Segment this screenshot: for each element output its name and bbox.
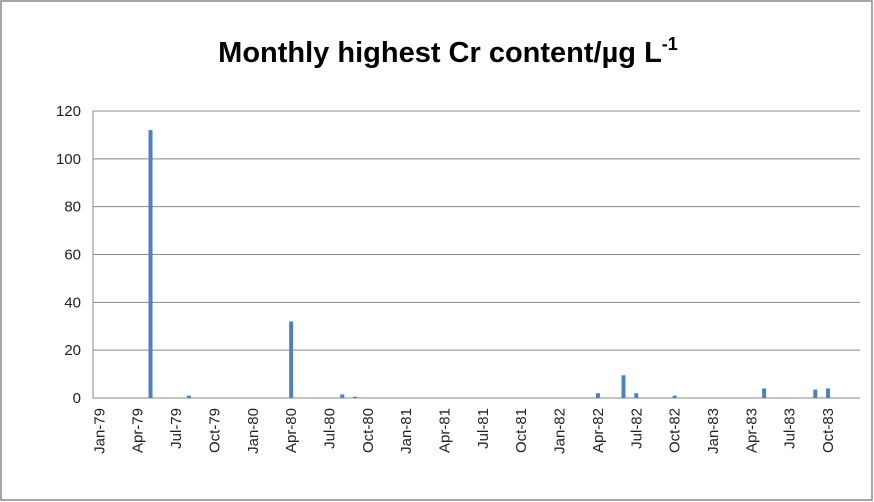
bar: [826, 388, 831, 398]
x-tick-label: Jul-81: [475, 408, 492, 449]
bar: [621, 375, 626, 398]
x-tick-label: Apr-81: [437, 408, 454, 453]
bar: [340, 394, 345, 398]
x-tick-label: Apr-82: [590, 408, 607, 453]
x-tick-label: Jul-82: [628, 408, 645, 449]
bar: [634, 393, 639, 398]
x-tick-label: Jul-80: [321, 408, 338, 449]
x-tick-label: Oct-79: [206, 408, 223, 453]
bar: [148, 130, 153, 398]
x-tick-label: Oct-83: [820, 408, 837, 453]
x-tick-label: Oct-81: [513, 408, 530, 453]
x-tick-label: Oct-80: [360, 408, 377, 453]
title-text: Monthly highest Cr content/µg L: [218, 37, 662, 69]
chart-title: Monthly highest Cr content/µg L-1: [218, 34, 678, 69]
y-tick-label: 80: [64, 199, 81, 216]
y-tick-label: 20: [64, 342, 81, 359]
x-tick-label: Jan-82: [552, 408, 569, 454]
y-tick-label: 40: [64, 294, 81, 311]
x-tick-label: Apr-79: [130, 408, 147, 453]
bar: [595, 393, 600, 398]
bar: [813, 389, 818, 398]
bar: [762, 388, 767, 398]
bar: [186, 395, 191, 398]
bar: [289, 321, 294, 398]
title-superscript: -1: [662, 34, 678, 54]
y-tick-label: 120: [56, 103, 81, 120]
bar: [672, 395, 677, 398]
bar: [353, 396, 358, 398]
x-tick-label: Oct-82: [667, 408, 684, 453]
y-tick-label: 0: [73, 390, 81, 407]
x-tick-label: Jul-83: [782, 408, 799, 449]
x-tick-label: Apr-80: [283, 408, 300, 453]
x-tick-label: Jul-79: [168, 408, 185, 449]
y-tick-label: 100: [56, 151, 81, 168]
y-tick-label: 60: [64, 247, 81, 264]
x-tick-label: Jan-80: [245, 408, 262, 454]
x-tick-label: Jan-79: [91, 408, 108, 454]
x-tick-label: Jan-83: [705, 408, 722, 454]
x-tick-label: Apr-83: [743, 408, 760, 453]
x-tick-label: Jan-81: [398, 408, 415, 454]
